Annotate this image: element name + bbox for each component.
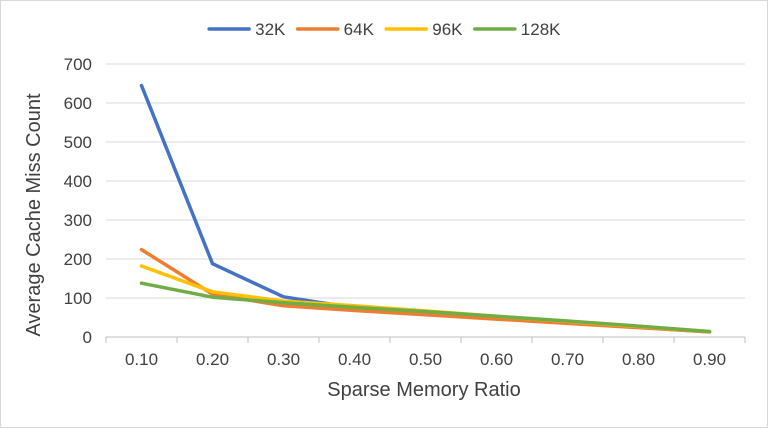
gridlines (106, 63, 745, 299)
y-tick-label: 0 (83, 328, 92, 347)
x-tick-label: 0.50 (409, 350, 442, 369)
y-tick-label: 500 (64, 133, 92, 152)
x-axis-title: Sparse Memory Ratio (327, 379, 520, 401)
x-axis: 0.10 0.20 0.30 0.40 0.50 0.60 0.70 0.80 0.90 (105, 336, 746, 369)
legend-label-64k: 64K (344, 20, 375, 39)
y-tick-label: 200 (64, 250, 92, 269)
x-tick-label: 0.30 (267, 350, 300, 369)
y-tick-label: 300 (64, 211, 92, 230)
y-tick-label: 600 (64, 94, 92, 113)
series-line-64k (139, 247, 712, 334)
legend-label-96k: 96K (432, 20, 463, 39)
x-tick-label: 0.10 (125, 350, 158, 369)
x-tick-label: 0.60 (480, 350, 513, 369)
y-tick-label: 400 (64, 172, 92, 191)
x-tick-label: 0.70 (551, 350, 584, 369)
legend-label-128k: 128K (521, 20, 561, 39)
legend-label-32k: 32K (255, 20, 286, 39)
x-tick-label: 0.90 (693, 350, 726, 369)
series-lines (139, 83, 712, 334)
y-tick-label: 700 (64, 55, 92, 74)
y-axis-title: Average Cache Miss Count (23, 93, 45, 337)
x-tick-label: 0.80 (622, 350, 655, 369)
x-tick-label: 0.40 (338, 350, 371, 369)
legend: 32K 64K 96K 128K (207, 20, 561, 39)
y-axis-ticks: 0 100 200 300 400 500 600 700 (64, 55, 92, 347)
y-tick-label: 100 (64, 289, 92, 308)
series-line-128k (139, 281, 712, 334)
x-tick-label: 0.20 (196, 350, 229, 369)
